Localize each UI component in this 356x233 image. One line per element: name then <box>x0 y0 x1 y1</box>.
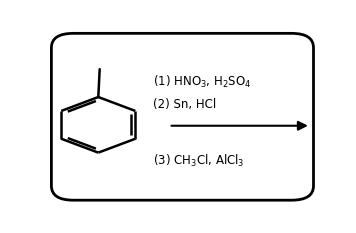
Text: (1) HNO$_3$, H$_2$SO$_4$: (1) HNO$_3$, H$_2$SO$_4$ <box>153 74 252 90</box>
Text: (2) Sn, HCl: (2) Sn, HCl <box>153 98 217 111</box>
Text: (3) CH$_3$Cl, AlCl$_3$: (3) CH$_3$Cl, AlCl$_3$ <box>153 153 245 169</box>
FancyBboxPatch shape <box>51 33 314 200</box>
